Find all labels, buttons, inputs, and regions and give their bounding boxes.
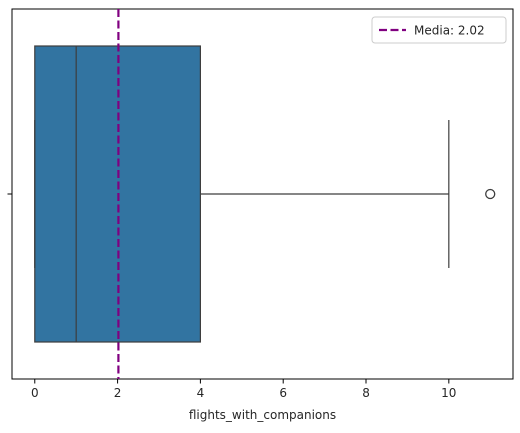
x-tick-label: 8: [362, 386, 370, 400]
legend-entry-mean: Media: 2.02: [414, 24, 485, 38]
x-tick-label: 4: [197, 386, 205, 400]
legend: Media: 2.02: [371, 16, 507, 44]
outlier-points: [485, 188, 496, 200]
box-plot: [34, 45, 496, 343]
x-axis-ticks: 0 2 4 6 8 10: [31, 379, 456, 400]
x-tick-label: 2: [114, 386, 122, 400]
outlier-point: [485, 188, 496, 200]
x-tick-label: 0: [31, 386, 39, 400]
x-tick-label: 10: [441, 386, 456, 400]
x-axis-label: flights_with_companions: [189, 408, 336, 422]
legend-frame: [371, 16, 507, 44]
x-tick-label: 6: [279, 386, 287, 400]
